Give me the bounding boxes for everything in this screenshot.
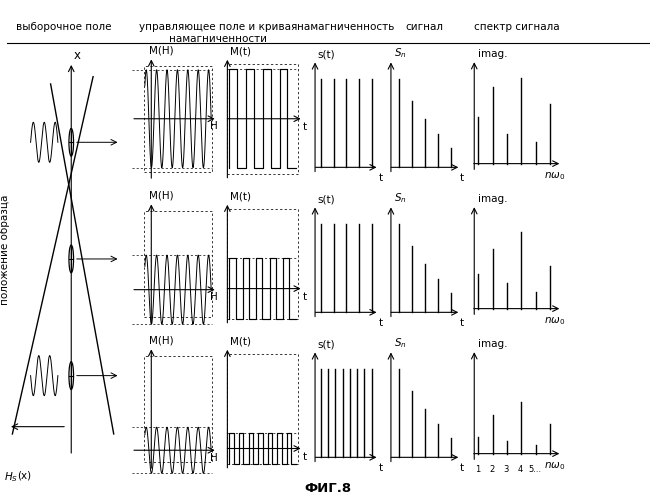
- Text: t: t: [303, 122, 307, 132]
- Text: t: t: [379, 172, 382, 182]
- Text: s(t): s(t): [318, 50, 335, 59]
- Text: намагниченность: намагниченность: [297, 22, 395, 32]
- Text: H: H: [210, 452, 218, 462]
- Text: спектр сигнала: спектр сигнала: [474, 22, 560, 32]
- Text: 4: 4: [518, 466, 523, 474]
- Text: $n\omega_0$: $n\omega_0$: [544, 170, 565, 182]
- Text: M(t): M(t): [230, 47, 251, 57]
- Text: t: t: [460, 172, 464, 182]
- Text: t: t: [460, 462, 464, 472]
- Text: $S_n$: $S_n$: [394, 336, 406, 349]
- Text: t: t: [303, 292, 307, 302]
- Text: ФИГ.8: ФИГ.8: [304, 482, 352, 495]
- Text: 1: 1: [475, 466, 480, 474]
- Text: s(t): s(t): [318, 340, 335, 349]
- Text: M(H): M(H): [149, 336, 174, 345]
- Text: 2: 2: [489, 466, 495, 474]
- Text: M(H): M(H): [149, 190, 174, 200]
- Text: выборочное поле: выборочное поле: [16, 22, 112, 32]
- Text: 5...: 5...: [528, 466, 541, 474]
- Text: M(H): M(H): [149, 46, 174, 56]
- Text: imag.: imag.: [478, 50, 507, 59]
- Text: $H_S$: $H_S$: [5, 470, 18, 484]
- Text: t: t: [379, 462, 382, 472]
- Text: $S_n$: $S_n$: [394, 46, 406, 60]
- Text: сигнал: сигнал: [406, 22, 443, 32]
- Text: t: t: [303, 452, 307, 462]
- Text: положение образца: положение образца: [0, 195, 10, 305]
- Text: imag.: imag.: [478, 340, 507, 349]
- Text: H: H: [210, 292, 218, 302]
- Text: (x): (x): [16, 470, 31, 480]
- Text: s(t): s(t): [318, 194, 335, 204]
- Text: x: x: [73, 49, 81, 62]
- Text: управляющее поле и кривая
намагниченности: управляющее поле и кривая намагниченност…: [139, 22, 297, 44]
- Text: M(t): M(t): [230, 337, 251, 347]
- Text: $n\omega_0$: $n\omega_0$: [544, 315, 565, 327]
- Text: H: H: [210, 121, 218, 131]
- Text: M(t): M(t): [230, 192, 251, 202]
- Text: $S_n$: $S_n$: [394, 191, 406, 204]
- Text: t: t: [460, 318, 464, 328]
- Text: $n\omega_0$: $n\omega_0$: [544, 460, 565, 472]
- Text: 3: 3: [504, 466, 509, 474]
- Text: imag.: imag.: [478, 194, 507, 204]
- Text: t: t: [379, 318, 382, 328]
